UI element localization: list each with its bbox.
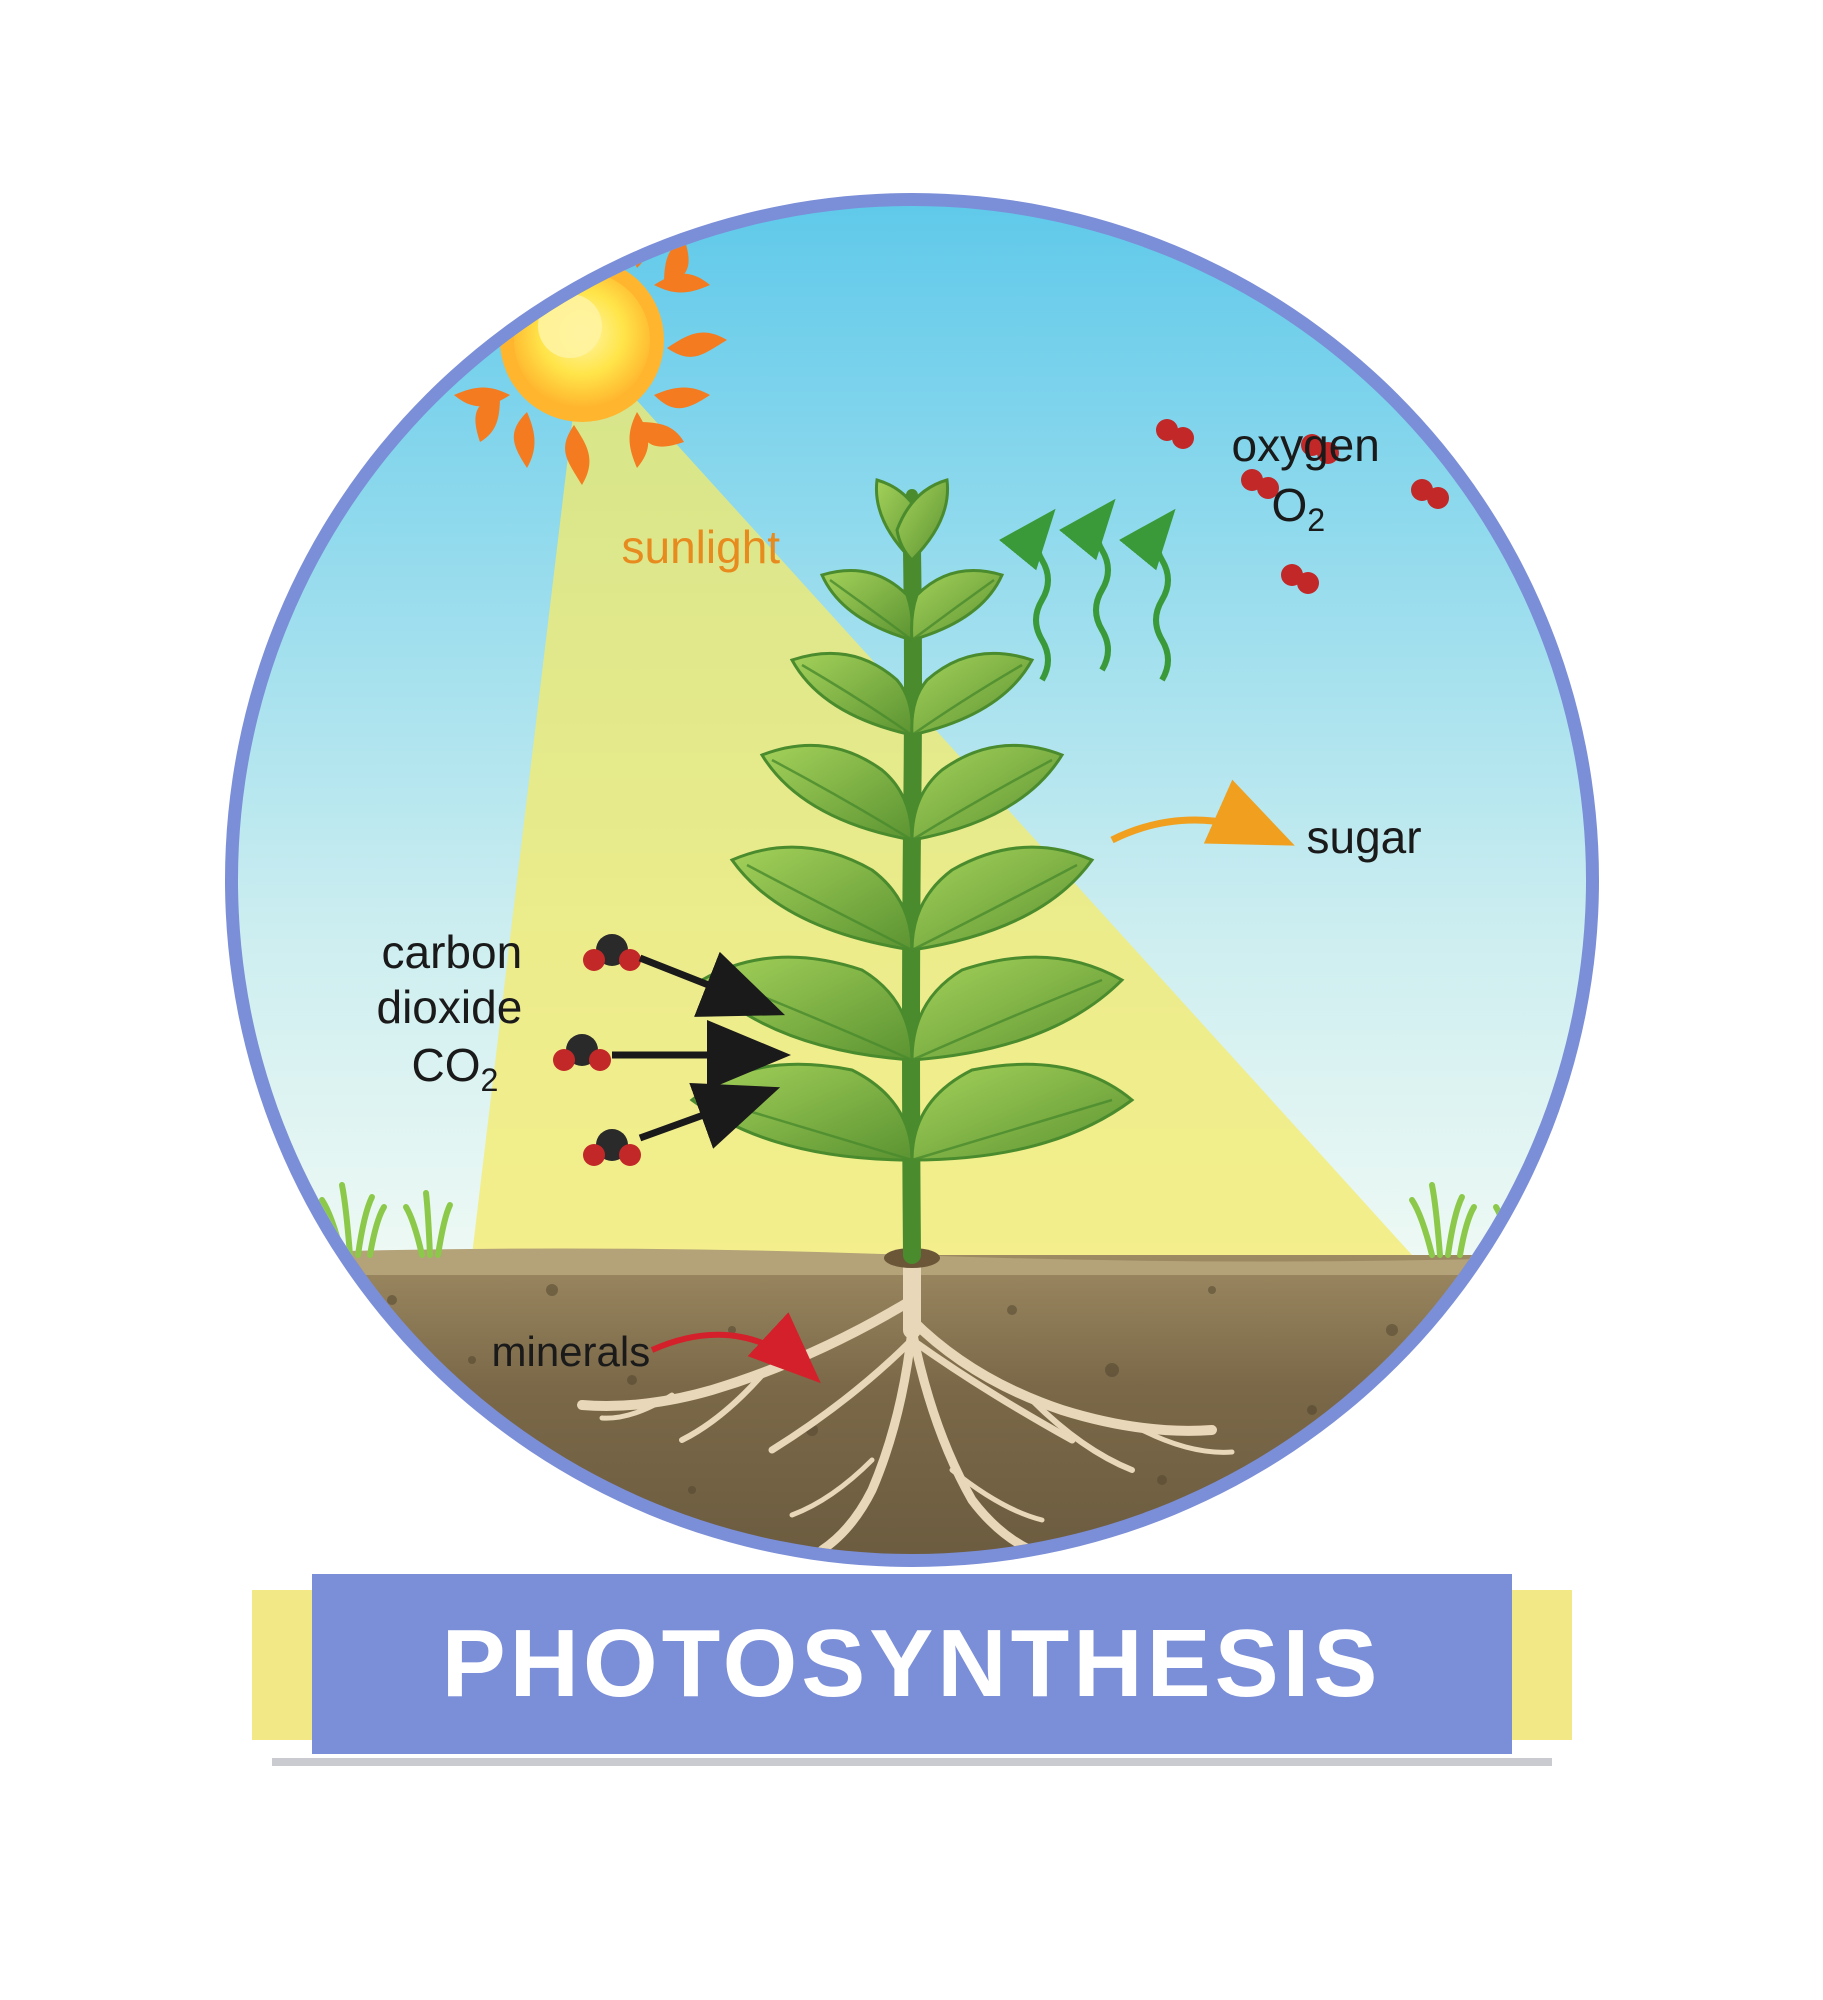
diagram-circle: sunlight oxygen O2 sugar carbon dioxide … [212, 180, 1612, 1580]
label-sugar: sugar [1307, 810, 1422, 864]
title-text: PHOTOSYNTHESIS [442, 1609, 1382, 1719]
title-banner: PHOTOSYNTHESIS [312, 1574, 1512, 1754]
label-co2-formula: CO2 [412, 1038, 499, 1099]
diagram-svg [212, 180, 1612, 1580]
label-minerals: minerals [492, 1328, 651, 1376]
label-oxygen: oxygen [1232, 418, 1380, 472]
label-co2-line2: dioxide [377, 980, 523, 1034]
label-oxygen-formula: O2 [1272, 478, 1326, 539]
label-sunlight: sunlight [622, 520, 781, 574]
banner-shadow [272, 1758, 1552, 1766]
label-co2-line1: carbon [382, 925, 523, 979]
diagram-stage: sunlight oxygen O2 sugar carbon dioxide … [162, 180, 1662, 1820]
